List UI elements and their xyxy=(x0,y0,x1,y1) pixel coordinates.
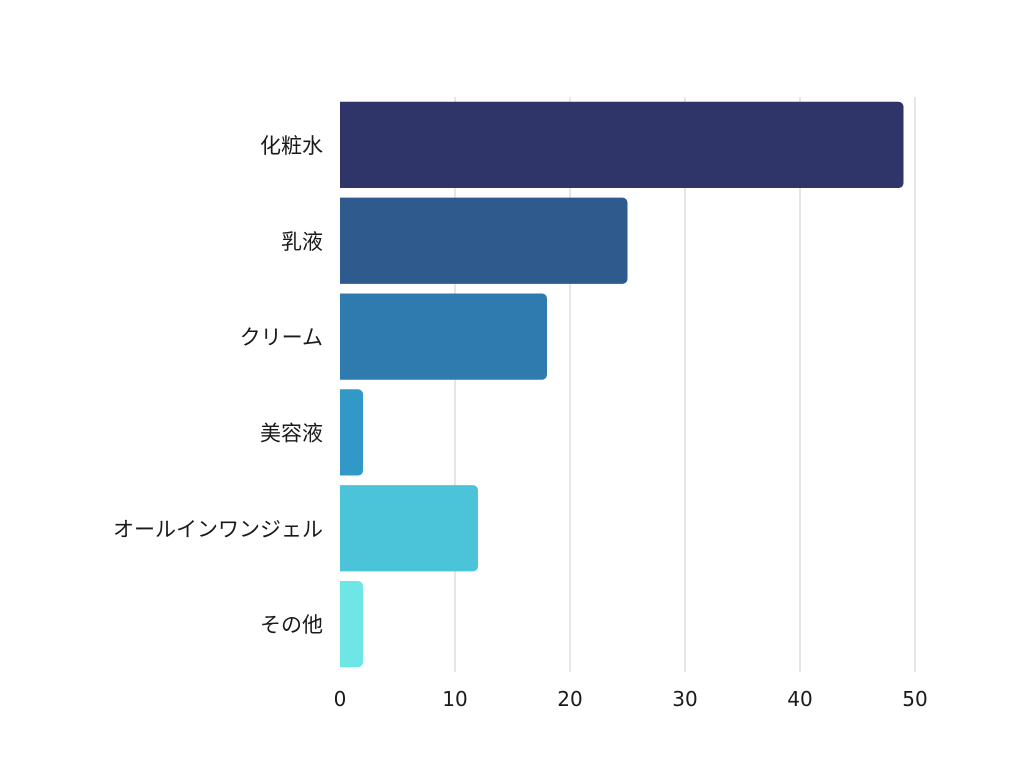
bar xyxy=(340,197,628,284)
bars xyxy=(340,101,904,668)
category-label: 乳液 xyxy=(281,230,323,254)
category-label: 化粧水 xyxy=(260,134,323,158)
category-label: その他 xyxy=(260,613,323,637)
x-tick-label: 30 xyxy=(672,687,697,711)
x-axis-ticks: 0 10 20 30 40 50 xyxy=(334,687,928,711)
bar xyxy=(340,101,904,189)
x-tick-label: 10 xyxy=(442,687,467,711)
gridlines xyxy=(454,97,916,672)
bar xyxy=(340,485,478,572)
category-label: 美容液 xyxy=(260,421,323,445)
x-tick-label: 0 xyxy=(334,687,347,711)
category-label: オールインワンジェル xyxy=(113,517,323,541)
bar xyxy=(340,580,363,668)
bar xyxy=(340,293,547,380)
x-tick-label: 40 xyxy=(787,687,812,711)
x-tick-label: 50 xyxy=(902,687,927,711)
x-tick-label: 20 xyxy=(557,687,582,711)
category-label: クリーム xyxy=(240,326,323,350)
bar xyxy=(340,389,363,476)
